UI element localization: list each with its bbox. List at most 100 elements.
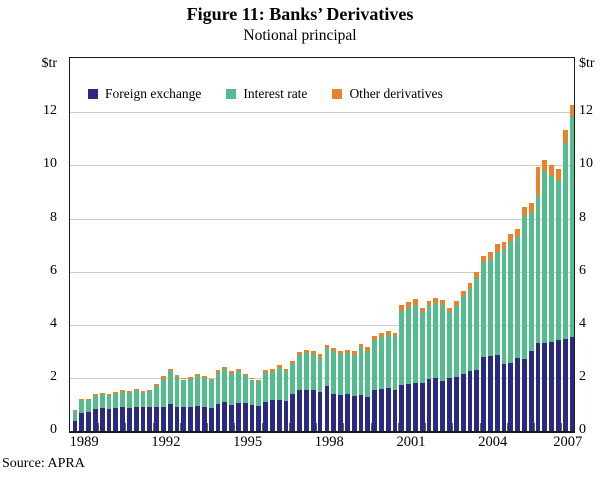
bar-1994-q1-interest-rate — [208, 380, 214, 408]
bar-1990-q3-foreign-exchange — [113, 407, 119, 431]
bar-2003-q1-other-derivatives — [453, 300, 459, 306]
y-axis-unit-right: $tr — [579, 56, 595, 71]
bar-1997-q3-other-derivatives — [304, 350, 309, 354]
bar-2006-q4-interest-rate — [556, 180, 561, 341]
x-axis-year-tick — [234, 423, 236, 431]
bar-1993-q2-interest-rate — [188, 378, 194, 407]
bar-2003-q2-interest-rate — [460, 296, 466, 374]
bar-1990-q4-interest-rate — [120, 391, 125, 408]
bar-1998-q2-foreign-exchange — [324, 386, 330, 431]
bar-1995-q2-other-derivatives — [242, 374, 248, 377]
bar-1996-q4-foreign-exchange — [283, 401, 289, 431]
bar-2003-q2-foreign-exchange — [460, 373, 466, 431]
bar-1999-q1-foreign-exchange — [344, 393, 350, 431]
bar-1999-q1-interest-rate — [344, 353, 350, 394]
bar-2006-q1-interest-rate — [535, 194, 541, 344]
y-tick-left-10: 10 — [43, 156, 57, 172]
bar-2002-q3-interest-rate — [440, 304, 446, 381]
bar-1994-q3-other-derivatives — [222, 366, 228, 370]
bar-1993-q4-interest-rate — [201, 378, 207, 408]
bar-2007-q2-other-derivatives — [569, 104, 575, 117]
bar-1996-q2-foreign-exchange — [270, 400, 275, 431]
bar-2004-q4-interest-rate — [501, 249, 507, 364]
bar-1990-q3-other-derivatives — [113, 392, 119, 394]
legend-swatch-other-derivatives — [332, 89, 343, 99]
bar-1989-q3-foreign-exchange — [86, 412, 91, 431]
bar-1989-q3-other-derivatives — [86, 398, 91, 401]
chart-plot-area — [69, 57, 575, 433]
y-tick-left-8: 8 — [50, 209, 57, 225]
bar-2000-q2-foreign-exchange — [378, 388, 384, 431]
bar-1989-q1-foreign-exchange — [72, 420, 78, 431]
x-axis-year-tick — [479, 423, 481, 431]
bar-2002-q2-other-derivatives — [433, 298, 439, 303]
bar-2004-q1-interest-rate — [481, 262, 486, 358]
bar-1997-q4-other-derivatives — [310, 350, 316, 354]
legend-label-foreign-exchange: Foreign exchange — [105, 86, 202, 101]
bar-2000-q3-interest-rate — [385, 334, 391, 388]
bar-1992-q2-foreign-exchange — [161, 407, 166, 431]
bar-2004-q2-other-derivatives — [487, 252, 493, 259]
bar-1993-q2-foreign-exchange — [188, 406, 194, 431]
bar-1995-q4-interest-rate — [256, 381, 262, 406]
bar-1997-q1-foreign-exchange — [290, 393, 296, 431]
bar-1999-q3-foreign-exchange — [358, 395, 364, 431]
bar-2005-q2-other-derivatives — [515, 229, 520, 238]
bar-1999-q1-other-derivatives — [344, 349, 350, 354]
bar-2003-q1-interest-rate — [453, 305, 459, 378]
bar-1997-q2-other-derivatives — [297, 351, 303, 356]
y-tick-right-6: 6 — [579, 262, 586, 278]
bar-2004-q4-foreign-exchange — [501, 363, 507, 431]
bar-1992-q4-foreign-exchange — [174, 406, 180, 431]
bar-2006-q1-foreign-exchange — [535, 343, 541, 431]
bar-1999-q4-other-derivatives — [365, 347, 371, 351]
bar-1994-q2-other-derivatives — [215, 370, 221, 373]
bar-2003-q4-foreign-exchange — [474, 369, 480, 431]
bar-1990-q1-foreign-exchange — [99, 407, 105, 431]
bar-1996-q4-other-derivatives — [283, 368, 289, 372]
bar-2005-q2-interest-rate — [515, 237, 520, 358]
x-axis-year-tick — [370, 423, 372, 431]
bar-2006-q2-foreign-exchange — [542, 342, 548, 431]
x-axis-year-tick — [179, 423, 181, 431]
bar-1993-q1-interest-rate — [181, 379, 187, 408]
gridline-10 — [70, 165, 574, 167]
bar-2006-q3-interest-rate — [549, 176, 555, 343]
bar-1998-q1-foreign-exchange — [317, 392, 323, 431]
bar-1994-q4-interest-rate — [229, 373, 234, 405]
bar-2001-q3-other-derivatives — [413, 298, 418, 305]
bar-1995-q4-other-derivatives — [256, 379, 262, 382]
bar-1994-q1-other-derivatives — [208, 378, 214, 381]
bar-1990-q1-other-derivatives — [99, 393, 105, 395]
x-axis-label-1998: 1998 — [314, 434, 344, 450]
bar-1998-q1-interest-rate — [317, 357, 323, 393]
bar-2004-q3-interest-rate — [494, 252, 500, 356]
bar-1993-q1-foreign-exchange — [181, 407, 187, 431]
bar-2003-q4-other-derivatives — [474, 271, 480, 279]
x-axis-label-2007: 2007 — [553, 434, 583, 450]
bar-1990-q2-foreign-exchange — [106, 408, 112, 431]
y-tick-left-4: 4 — [50, 315, 57, 331]
y-tick-left-0: 0 — [50, 422, 57, 437]
bar-1997-q3-foreign-exchange — [304, 389, 309, 431]
bar-2002-q1-other-derivatives — [426, 301, 432, 307]
bar-2001-q1-interest-rate — [399, 310, 405, 385]
chart-subtitle: Notional principal — [243, 27, 357, 44]
bar-1989-q4-other-derivatives — [92, 394, 98, 396]
bar-2003-q1-foreign-exchange — [453, 377, 459, 431]
bar-2002-q2-interest-rate — [433, 303, 439, 378]
bar-1997-q1-interest-rate — [290, 364, 296, 394]
bar-1994-q4-foreign-exchange — [229, 404, 234, 431]
bar-1996-q2-other-derivatives — [270, 369, 275, 372]
bar-1991-q3-foreign-exchange — [140, 407, 146, 431]
bar-1989-q3-interest-rate — [86, 400, 91, 413]
bar-2003-q3-interest-rate — [467, 288, 473, 372]
bar-1994-q3-interest-rate — [222, 369, 228, 403]
bar-1993-q3-foreign-exchange — [195, 406, 200, 431]
bar-1994-q4-other-derivatives — [229, 371, 234, 374]
y-tick-left-12: 12 — [43, 103, 57, 119]
bar-1996-q3-foreign-exchange — [276, 399, 282, 431]
bar-2005-q1-other-derivatives — [508, 234, 514, 243]
bar-1990-q2-interest-rate — [106, 395, 112, 409]
bar-1995-q4-foreign-exchange — [256, 405, 262, 431]
